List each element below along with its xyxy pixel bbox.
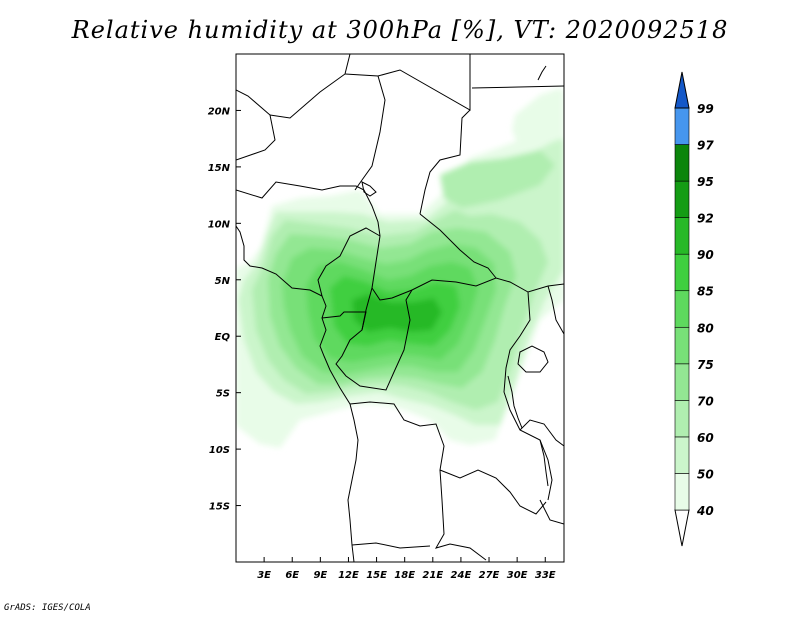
lake-malawi [539, 439, 549, 487]
colorbar-label: 99 [697, 102, 714, 116]
humidity-area-40-north [512, 88, 564, 150]
lake-tanganyika [507, 375, 523, 429]
lon-tick-label: 12E [338, 570, 359, 581]
colorbar-label: 80 [697, 321, 714, 335]
lat-tick-label: 15S [209, 502, 230, 513]
border-mozambique [539, 499, 564, 525]
lat-tick-label: 5N [215, 276, 231, 287]
lon-tick-label: 18E [394, 570, 415, 581]
country-borders [236, 54, 564, 562]
lon-tick-label: 6E [285, 570, 299, 581]
lat-tick-label: 5S [216, 389, 230, 400]
colorbar-segment [674, 290, 690, 328]
colorbar-segment [674, 217, 690, 255]
lat-tick-label: EQ [215, 332, 231, 343]
lat-tick-label: 20N [208, 106, 231, 117]
colorbar-segment [674, 107, 690, 145]
colorbar-low-arrow [674, 509, 690, 547]
border-tanzania [519, 419, 564, 447]
border-east-africa [547, 285, 564, 335]
border-sahara-6 [471, 85, 564, 89]
colorbar-label: 75 [697, 358, 714, 372]
border-congo [335, 287, 413, 391]
colorbar-label: 97 [697, 139, 714, 153]
nile-river [537, 65, 547, 81]
colorbar-segment [674, 473, 690, 511]
border-nigeria-cameroon [317, 227, 381, 297]
lat-tick-label: 10N [208, 219, 231, 230]
lat-tick-label: 10S [209, 445, 230, 456]
map-frame [235, 53, 565, 563]
border-central-africa [371, 235, 564, 301]
border-sahara-1 [236, 89, 276, 161]
lake-chad [361, 181, 377, 197]
colorbar-high-arrow [674, 71, 690, 109]
colorbar: 40 50 60 70 75 80 85 90 92 95 97 99 [674, 71, 714, 547]
colorbar-segment [674, 436, 690, 474]
humidity-field [236, 88, 564, 448]
colorbar-label: 70 [697, 394, 714, 408]
border-sahel [236, 181, 381, 237]
colorbar-segment [674, 180, 690, 218]
border-namibia [351, 542, 431, 549]
colorbar-label: 60 [697, 431, 714, 445]
colorbar-label: 50 [697, 467, 714, 481]
lat-tick-label: 15N [208, 163, 231, 174]
border-drc-east [503, 291, 553, 501]
lon-tick-label: 27E [479, 570, 500, 581]
lon-tick-label: 24E [451, 570, 472, 581]
border-sahara-4 [377, 54, 471, 111]
map-title: Relative humidity at 300hPa [%], VT: 202… [71, 16, 729, 44]
lon-tick-label: 30E [507, 570, 528, 581]
lake-victoria [517, 345, 549, 373]
lon-tick-label: 9E [313, 570, 327, 581]
border-gabon [321, 311, 367, 331]
humidity-area-60-east [440, 150, 555, 208]
colorbar-label: 92 [697, 212, 714, 226]
border-sahara-5 [419, 109, 471, 215]
colorbar-label: 95 [697, 175, 714, 189]
border-sahara-3 [344, 73, 386, 191]
border-chad-sudan [419, 213, 497, 279]
lon-tick-label: 21E [422, 570, 443, 581]
colorbar-label: 85 [697, 285, 714, 299]
lon-tick-label: 3E [257, 570, 271, 581]
humidity-area-90 [352, 294, 442, 332]
colorbar-segment [674, 144, 690, 182]
colorbar-segment [674, 253, 690, 292]
lon-tick-label: 15E [366, 570, 387, 581]
coastline-west [236, 225, 359, 562]
colorbar-label: 90 [697, 248, 714, 262]
colorbar-label: 40 [696, 504, 714, 518]
grads-credit: GrADS: IGES/COLA [4, 603, 91, 613]
colorbar-segment [674, 363, 690, 401]
axis-ticks: 3E 6E 9E 12E 15E 18E 21E 24E 27E 30E 33E 20N 15N 10N 5… [208, 106, 556, 581]
border-sahara-2 [269, 54, 351, 119]
border-angola-zambia [434, 469, 487, 561]
colorbar-segment [674, 326, 690, 365]
lon-tick-label: 33E [535, 570, 556, 581]
colorbar-segment [674, 400, 690, 438]
